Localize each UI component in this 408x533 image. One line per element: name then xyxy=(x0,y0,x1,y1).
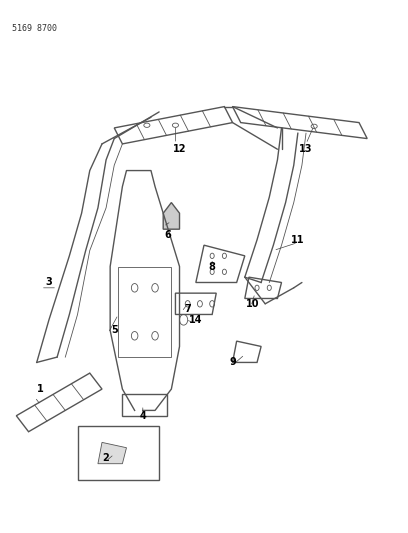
Text: 9: 9 xyxy=(229,358,236,367)
Text: 4: 4 xyxy=(140,411,146,421)
Text: 5: 5 xyxy=(111,326,118,335)
Text: 5169 8700: 5169 8700 xyxy=(12,24,57,33)
Polygon shape xyxy=(98,442,126,464)
Text: 11: 11 xyxy=(291,235,305,245)
Text: 7: 7 xyxy=(184,304,191,314)
Text: 2: 2 xyxy=(103,454,109,463)
FancyBboxPatch shape xyxy=(78,426,159,480)
Text: 1: 1 xyxy=(38,384,44,394)
Text: 14: 14 xyxy=(189,315,203,325)
Text: 10: 10 xyxy=(246,299,260,309)
Text: 3: 3 xyxy=(46,278,52,287)
Text: 12: 12 xyxy=(173,144,186,154)
Text: 8: 8 xyxy=(209,262,215,271)
Text: 13: 13 xyxy=(299,144,313,154)
Text: 6: 6 xyxy=(164,230,171,239)
Polygon shape xyxy=(163,203,180,229)
